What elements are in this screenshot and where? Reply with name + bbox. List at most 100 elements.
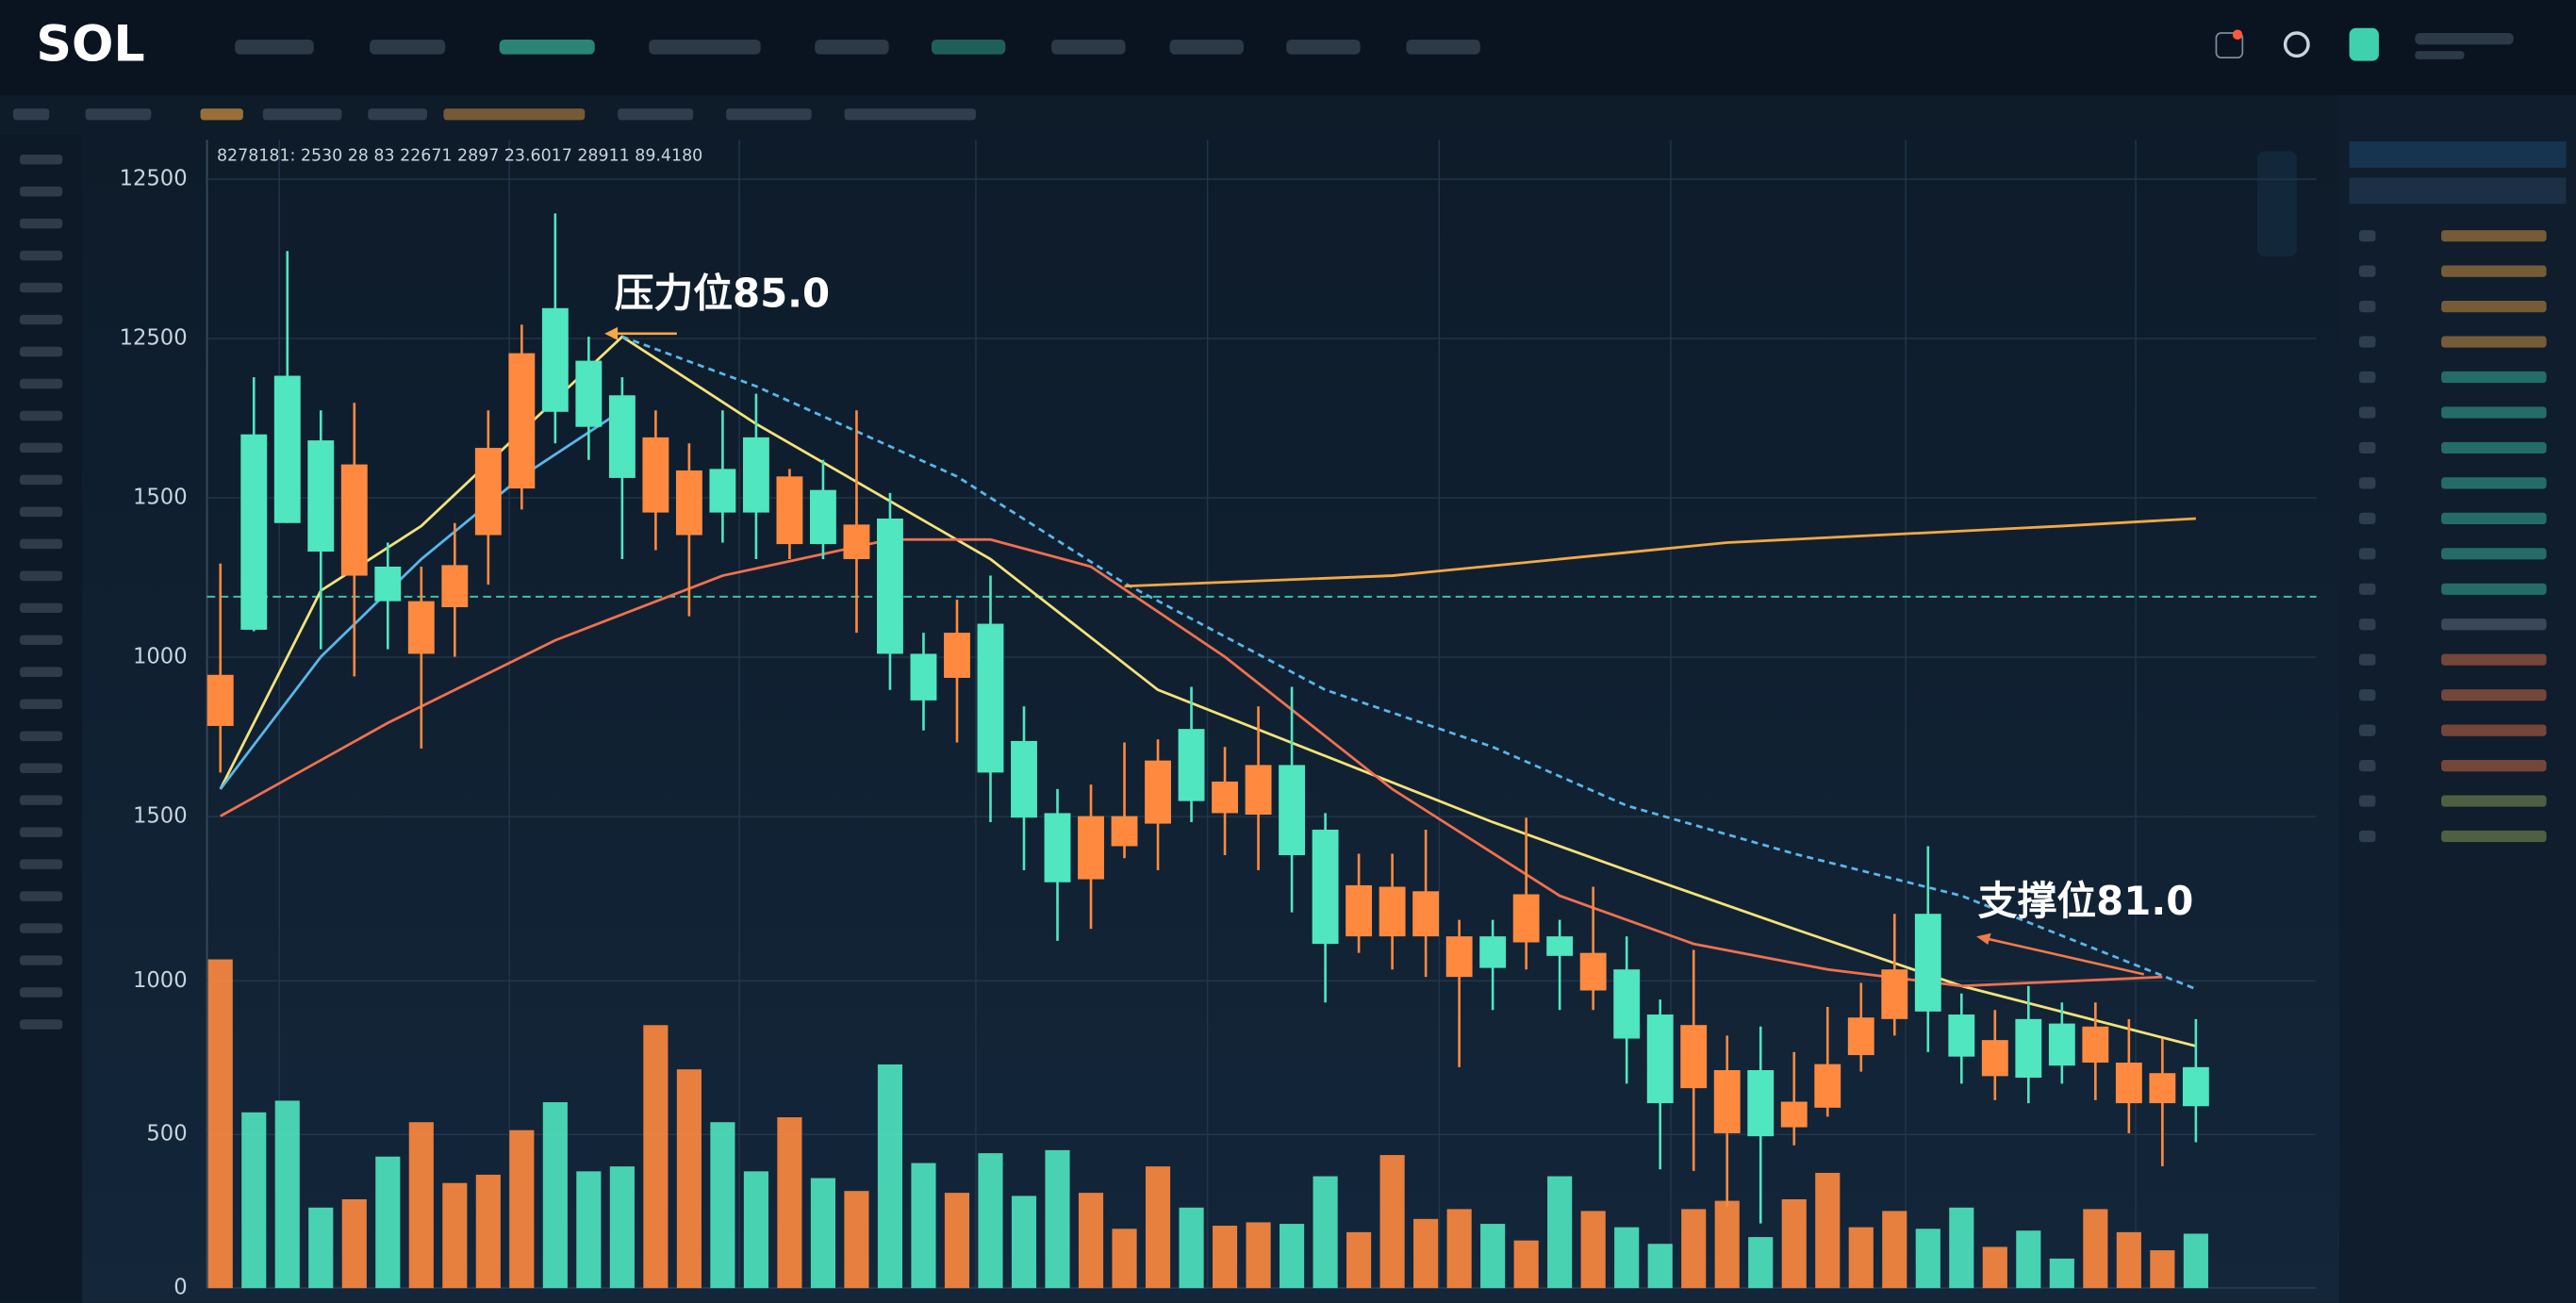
panel-row — [2441, 441, 2547, 454]
volume-bar — [408, 1122, 434, 1289]
candle-body — [374, 566, 402, 602]
logo: SOL — [36, 16, 144, 74]
search-icon[interactable] — [2283, 31, 2310, 58]
candle-body — [709, 469, 736, 513]
candle-body — [1346, 884, 1373, 937]
candle-body — [1948, 1014, 1975, 1057]
volume-bar — [2083, 1209, 2108, 1289]
volume-bar — [1848, 1227, 1874, 1289]
tool[interactable] — [443, 108, 586, 121]
candle-body — [1780, 1101, 1808, 1128]
volume-bar — [2116, 1231, 2141, 1289]
candle-body — [1412, 891, 1440, 937]
nav-item[interactable] — [1406, 39, 1480, 55]
sidebar-row — [19, 827, 63, 837]
volume-bar — [1815, 1172, 1841, 1289]
candle-body — [307, 440, 335, 553]
volume-bar — [1446, 1209, 1472, 1289]
panel-row-label — [2359, 301, 2376, 313]
volume-bar — [2049, 1258, 2074, 1289]
candle-body — [1145, 760, 1171, 824]
nav-item[interactable] — [1169, 39, 1244, 55]
candle-body — [608, 395, 636, 478]
sidebar-row — [19, 602, 63, 614]
nav-item[interactable] — [1286, 39, 1361, 55]
chart-tools[interactable] — [2256, 151, 2297, 256]
panel-row — [2441, 759, 2547, 772]
candle-body — [1379, 886, 1406, 937]
panel-row-label — [2359, 830, 2376, 843]
volume-bar — [1748, 1237, 1774, 1289]
nav-item[interactable] — [370, 39, 446, 55]
nav-item[interactable] — [931, 39, 1006, 55]
candle-body — [474, 448, 502, 536]
volume-bar — [1313, 1176, 1338, 1289]
moving-average — [220, 537, 2163, 988]
volume-bar — [1078, 1193, 1104, 1289]
volume-bar — [1580, 1211, 1606, 1289]
tool[interactable] — [368, 108, 428, 121]
tool[interactable] — [200, 108, 243, 121]
candle-body — [1747, 1070, 1775, 1137]
nav-item[interactable] — [1051, 39, 1126, 55]
y2-tick-label: 0 — [173, 1276, 187, 1300]
tool[interactable] — [262, 108, 342, 121]
nav-item[interactable] — [499, 39, 595, 55]
candle-body — [944, 633, 970, 678]
volume-bar — [509, 1130, 535, 1289]
volume-bar — [1379, 1155, 1405, 1289]
panel-row — [2441, 830, 2547, 843]
candle-body — [340, 464, 368, 576]
y2-tick-label: 500 — [146, 1122, 187, 1146]
panel-row — [2441, 265, 2547, 277]
panel-row-label — [2359, 795, 2376, 807]
candle-body — [575, 360, 603, 427]
volume-bar — [1681, 1209, 1707, 1289]
volume-bar — [978, 1153, 1003, 1289]
candle-body — [1613, 969, 1641, 1039]
tool[interactable] — [726, 108, 812, 121]
sidebar-row — [19, 250, 63, 261]
sidebar-row — [19, 442, 63, 454]
nav-item[interactable] — [815, 39, 889, 55]
volume-bar — [911, 1163, 936, 1289]
volume-bar — [710, 1122, 735, 1289]
sidebar-row — [19, 1019, 63, 1030]
arrow-head — [1976, 932, 1991, 946]
panel-row-label — [2359, 619, 2376, 631]
annotation-arrow — [1984, 936, 2145, 976]
avatar[interactable] — [2349, 27, 2379, 61]
volume-bar — [1246, 1222, 1271, 1289]
panel-row-label — [2359, 477, 2376, 489]
candle-body — [742, 437, 769, 513]
candle-body — [1111, 816, 1138, 847]
sidebar-row — [19, 154, 63, 165]
candle-body — [273, 375, 301, 523]
panel-row — [2441, 619, 2547, 631]
candle-body — [776, 476, 803, 545]
tool[interactable] — [844, 108, 976, 121]
candle-body — [977, 623, 1004, 773]
volume-bar — [576, 1171, 602, 1289]
candle-body — [1312, 829, 1339, 945]
volume-bar — [442, 1182, 468, 1289]
candle-body — [541, 307, 569, 412]
volume-bar — [1781, 1198, 1807, 1289]
candle-body — [1445, 936, 1473, 978]
candle-body — [843, 524, 870, 560]
bell-icon[interactable] — [2215, 32, 2244, 59]
tool[interactable] — [85, 108, 152, 121]
volume-bar — [542, 1102, 568, 1289]
nav-item[interactable] — [649, 39, 761, 55]
candle-body — [1713, 1070, 1741, 1133]
panel-header — [2349, 141, 2567, 168]
tool[interactable] — [618, 108, 694, 121]
sidebar-row — [19, 538, 63, 550]
volume-bar — [743, 1171, 768, 1289]
volume-bar — [810, 1178, 835, 1289]
volume-bar — [676, 1069, 702, 1289]
nav-item[interactable] — [235, 39, 314, 55]
volume-bar — [1614, 1227, 1640, 1289]
user-name[interactable] — [2415, 33, 2514, 45]
tool[interactable] — [12, 108, 50, 121]
